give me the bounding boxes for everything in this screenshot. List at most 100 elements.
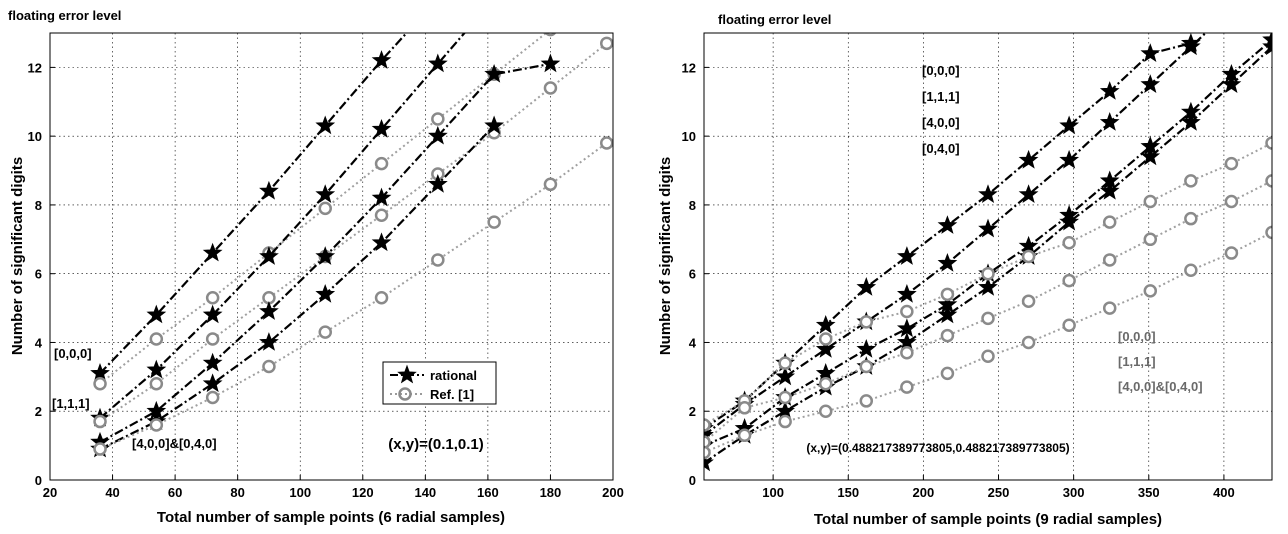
circle-marker — [981, 349, 995, 363]
star-marker — [1262, 36, 1272, 56]
series-line-1 — [99, 33, 548, 385]
star-marker — [1018, 149, 1039, 169]
x-tick-label: 200 — [913, 485, 935, 500]
right-x-axis-label: Total number of sample points (9 radial … — [814, 511, 1162, 528]
x-tick-label: 120 — [352, 485, 374, 500]
circle-marker — [1102, 215, 1117, 229]
star-marker — [775, 366, 796, 386]
x-tick-label: 160 — [477, 485, 499, 500]
x-tick-label: 300 — [1063, 485, 1085, 500]
star-marker — [397, 364, 417, 384]
star-marker — [815, 314, 836, 334]
circle-marker — [205, 390, 220, 405]
circle-marker — [704, 445, 711, 460]
right-plot-area — [704, 33, 1272, 472]
star-marker — [1099, 112, 1120, 131]
star-marker — [315, 184, 336, 203]
star-marker — [315, 115, 336, 135]
circle-marker — [704, 435, 711, 449]
right-tick-labels: 100 150 200 250 300 350 400 0 2 4 6 8 10 12 — [682, 60, 1235, 500]
x-tick-label: 20 — [43, 485, 57, 500]
right-chart-title: floating error level — [718, 12, 831, 27]
x-tick-label: 200 — [602, 485, 624, 500]
y-tick-label: 12 — [28, 60, 42, 75]
star-marker — [978, 184, 998, 203]
circle-marker — [1265, 136, 1272, 150]
circle-marker — [205, 332, 220, 346]
circle-marker — [1062, 273, 1076, 288]
right-axes-frame — [703, 32, 1273, 481]
star-marker — [1099, 180, 1120, 200]
right-y-axis-label: Number of significant digits — [657, 157, 674, 355]
circle-marker — [374, 291, 389, 305]
circle-marker — [778, 414, 792, 429]
y-tick-label: 4 — [689, 335, 697, 350]
star-marker — [896, 283, 917, 303]
left-annotation-400-040: [4,0,0]&[0,4,0] — [132, 436, 217, 451]
x-tick-label: 40 — [105, 485, 119, 500]
circle-marker — [1143, 194, 1158, 209]
circle-marker — [599, 36, 613, 51]
star-marker — [371, 187, 392, 207]
right-annotation-040-black: [0,4,0] — [922, 141, 960, 156]
circle-marker — [318, 201, 332, 216]
circle-marker — [981, 266, 995, 281]
star-marker — [371, 118, 392, 138]
y-tick-label: 8 — [35, 198, 42, 213]
star-marker — [202, 373, 223, 393]
circle-marker — [543, 177, 558, 192]
circle-marker — [374, 208, 389, 222]
circle-marker — [262, 359, 276, 374]
right-annotation-000-gray: [0,0,0] — [1118, 329, 1156, 344]
star-marker — [146, 304, 167, 324]
circle-marker — [149, 418, 164, 432]
circle-marker — [1265, 174, 1272, 188]
star-marker — [1140, 74, 1161, 93]
circle-marker — [374, 156, 389, 171]
series-line-3 — [99, 42, 608, 423]
y-tick-label: 2 — [35, 404, 42, 419]
star-marker — [856, 338, 877, 358]
x-tick-label: 140 — [414, 485, 436, 500]
right-annotation-111-gray: [1,1,1] — [1118, 354, 1156, 369]
circle-marker — [1184, 174, 1198, 188]
y-tick-label: 2 — [689, 404, 696, 419]
x-tick-label: 350 — [1138, 485, 1160, 500]
x-tick-label: 80 — [230, 485, 244, 500]
right-annotation-000-black: [0,0,0] — [922, 63, 960, 78]
star-marker — [1180, 112, 1201, 131]
left-annotation-xy: (x,y)=(0.1,0.1) — [388, 436, 483, 453]
star-marker — [259, 301, 279, 320]
star-marker — [1059, 149, 1080, 169]
left-chart-title: floating error level — [8, 8, 121, 23]
star-marker — [1059, 211, 1080, 231]
star-marker — [202, 304, 223, 324]
star-marker — [259, 246, 279, 265]
star-marker — [937, 304, 958, 324]
star-marker — [202, 352, 223, 372]
circle-marker — [431, 112, 445, 126]
left-annotation-000: [0,0,0] — [54, 346, 92, 361]
circle-marker — [778, 390, 792, 405]
y-tick-label: 8 — [689, 198, 696, 213]
star-marker — [484, 63, 505, 83]
y-tick-label: 6 — [689, 267, 696, 282]
x-tick-label: 60 — [168, 485, 182, 500]
y-tick-label: 12 — [682, 60, 696, 75]
left-y-axis-label: Number of significant digits — [9, 157, 26, 355]
circle-marker — [149, 376, 164, 391]
left-legend: rational Ref. [1] — [382, 361, 497, 405]
y-tick-label: 4 — [35, 335, 43, 350]
star-marker — [429, 0, 447, 6]
star-marker — [315, 246, 336, 265]
star-marker — [427, 125, 448, 145]
legend-circle-marker — [398, 387, 412, 401]
legend-ref-label: Ref. [1] — [430, 387, 474, 402]
star-marker — [815, 338, 836, 358]
circle-marker — [1224, 156, 1239, 171]
circle-marker — [1265, 225, 1272, 240]
circle-marker — [1224, 246, 1239, 260]
right-annotation-xy: (x,y)=(0.488217389773805,0.4882173897738… — [806, 441, 1069, 455]
x-tick-label: 150 — [837, 485, 859, 500]
